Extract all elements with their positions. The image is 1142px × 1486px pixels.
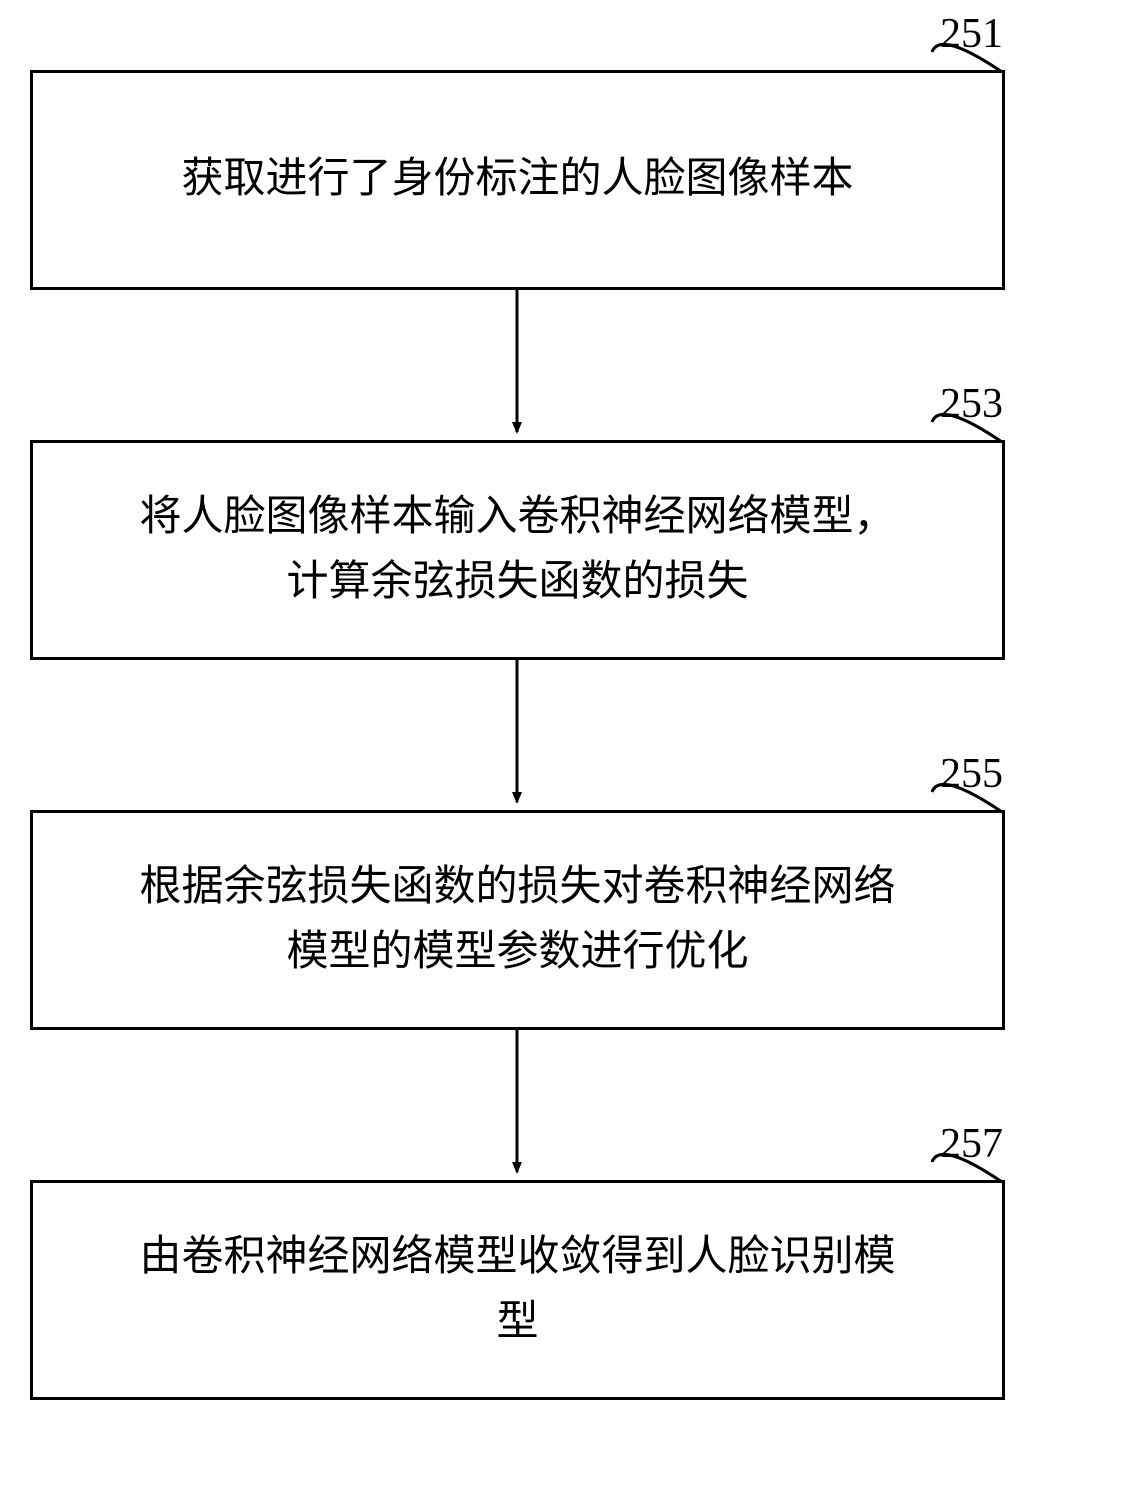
step-label-253: 253: [940, 380, 1003, 428]
step-text-257: 由卷积神经网络模型收敛得到人脸识别模 型: [139, 1225, 895, 1355]
flowchart-canvas: 获取进行了身份标注的人脸图像样本 251 将人脸图像样本输入卷积神经网络模型， …: [0, 0, 1142, 1486]
step-label-257: 257: [940, 1120, 1003, 1168]
step-label-251: 251: [940, 10, 1003, 58]
step-box-253: 将人脸图像样本输入卷积神经网络模型， 计算余弦损失函数的损失: [30, 440, 1005, 660]
step-label-255: 255: [940, 750, 1003, 798]
step-text-251: 获取进行了身份标注的人脸图像样本: [181, 147, 853, 212]
step-text-255: 根据余弦损失函数的损失对卷积神经网络 模型的模型参数进行优化: [139, 855, 895, 985]
step-box-255: 根据余弦损失函数的损失对卷积神经网络 模型的模型参数进行优化: [30, 810, 1005, 1030]
step-box-251: 获取进行了身份标注的人脸图像样本: [30, 70, 1005, 290]
step-box-257: 由卷积神经网络模型收敛得到人脸识别模 型: [30, 1180, 1005, 1400]
step-text-253: 将人脸图像样本输入卷积神经网络模型， 计算余弦损失函数的损失: [139, 485, 895, 615]
